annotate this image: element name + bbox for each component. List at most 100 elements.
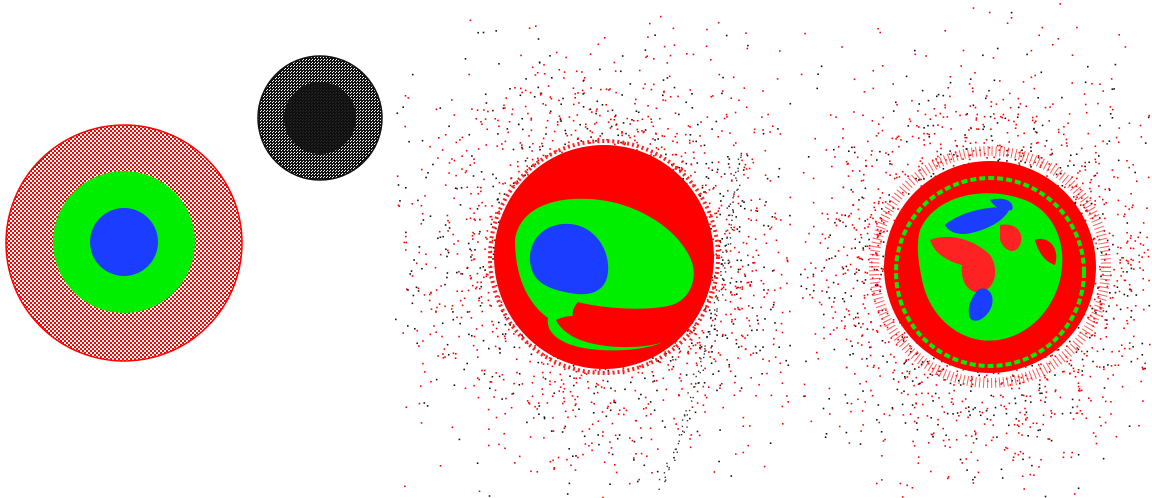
debris-particle	[421, 267, 423, 270]
debris-particle	[858, 170, 861, 172]
streak-particle	[663, 472, 666, 474]
debris-particle	[1076, 412, 1079, 414]
debris-particle	[1025, 411, 1028, 414]
debris-particle	[762, 346, 764, 348]
debris-particle	[1096, 350, 1099, 353]
debris-particle	[739, 268, 741, 270]
streak-particle	[666, 462, 668, 465]
debris-particle	[1124, 205, 1127, 208]
debris-particle	[1116, 252, 1119, 255]
debris-particle	[812, 273, 815, 276]
debris-particle	[990, 439, 993, 442]
debris-particle	[629, 123, 631, 125]
debris-particle	[562, 97, 564, 100]
debris-particle	[955, 419, 958, 422]
debris-particle	[804, 395, 806, 397]
debris-particle	[1146, 236, 1148, 239]
debris-particle	[1104, 319, 1106, 321]
debris-particle	[781, 331, 784, 334]
debris-particle	[1068, 184, 1071, 187]
debris-particle	[496, 198, 499, 201]
debris-particle	[750, 354, 752, 356]
debris-particle	[1070, 456, 1073, 459]
debris-particle	[607, 405, 609, 408]
streak-particle	[720, 288, 723, 291]
debris-particle	[577, 92, 579, 94]
streak-particle	[704, 348, 706, 350]
debris-particle	[1110, 365, 1113, 367]
debris-particle	[975, 432, 977, 434]
debris-particle	[911, 363, 914, 365]
debris-particle	[982, 54, 984, 57]
debris-particle	[780, 322, 783, 325]
debris-particle	[563, 400, 566, 403]
debris-particle	[432, 163, 434, 166]
debris-particle	[802, 172, 805, 174]
debris-particle	[429, 145, 431, 148]
debris-particle	[868, 223, 871, 225]
debris-particle	[850, 402, 853, 405]
debris-particle	[746, 317, 748, 319]
debris-particle	[588, 108, 591, 111]
streak-particle	[709, 333, 711, 335]
debris-particle	[1090, 179, 1093, 181]
debris-particle	[896, 176, 898, 179]
debris-particle	[563, 427, 566, 430]
debris-particle	[800, 285, 803, 288]
debris-particle	[662, 377, 665, 380]
debris-particle	[1003, 449, 1006, 451]
debris-particle	[706, 28, 708, 31]
debris-particle	[886, 312, 889, 315]
debris-particle	[1083, 93, 1086, 95]
debris-particle	[1114, 291, 1117, 294]
debris-particle	[451, 304, 454, 307]
debris-particle	[1128, 347, 1131, 350]
debris-particle	[1113, 285, 1116, 287]
debris-particle	[653, 58, 655, 60]
debris-particle	[863, 91, 866, 93]
debris-particle	[825, 279, 828, 281]
debris-particle	[711, 319, 714, 322]
debris-particle	[902, 340, 905, 342]
debris-particle	[414, 328, 416, 330]
debris-particle	[480, 186, 482, 189]
debris-particle	[726, 116, 728, 118]
debris-particle	[937, 124, 939, 126]
debris-particle	[643, 464, 646, 467]
debris-particle	[698, 341, 701, 344]
debris-particle	[941, 126, 944, 128]
debris-particle	[559, 118, 562, 121]
debris-particle	[974, 476, 976, 479]
debris-particle	[860, 180, 863, 182]
debris-particle	[549, 110, 552, 113]
debris-particle	[442, 235, 444, 238]
debris-particle	[531, 66, 534, 69]
debris-particle	[747, 254, 749, 257]
debris-particle	[767, 289, 769, 291]
debris-particle	[618, 434, 621, 436]
debris-particle	[854, 325, 857, 327]
debris-particle	[707, 177, 710, 180]
debris-particle	[737, 308, 740, 311]
debris-particle	[664, 351, 666, 353]
debris-particle	[590, 87, 592, 89]
debris-particle	[871, 165, 873, 167]
debris-particle	[611, 422, 614, 425]
debris-particle	[689, 446, 692, 449]
debris-particle	[715, 289, 718, 291]
debris-particle	[725, 249, 727, 252]
debris-particle	[881, 192, 884, 194]
debris-particle	[1093, 237, 1095, 240]
debris-particle	[834, 221, 836, 224]
debris-particle	[909, 120, 912, 123]
debris-particle	[1008, 141, 1010, 143]
debris-particle	[1095, 242, 1097, 245]
debris-particle	[903, 332, 906, 334]
debris-particle	[853, 324, 856, 327]
debris-particle	[537, 38, 540, 40]
debris-particle	[549, 460, 552, 463]
debris-particle	[716, 330, 718, 332]
debris-particle	[465, 149, 468, 152]
debris-particle	[872, 69, 874, 72]
debris-particle	[653, 380, 656, 382]
